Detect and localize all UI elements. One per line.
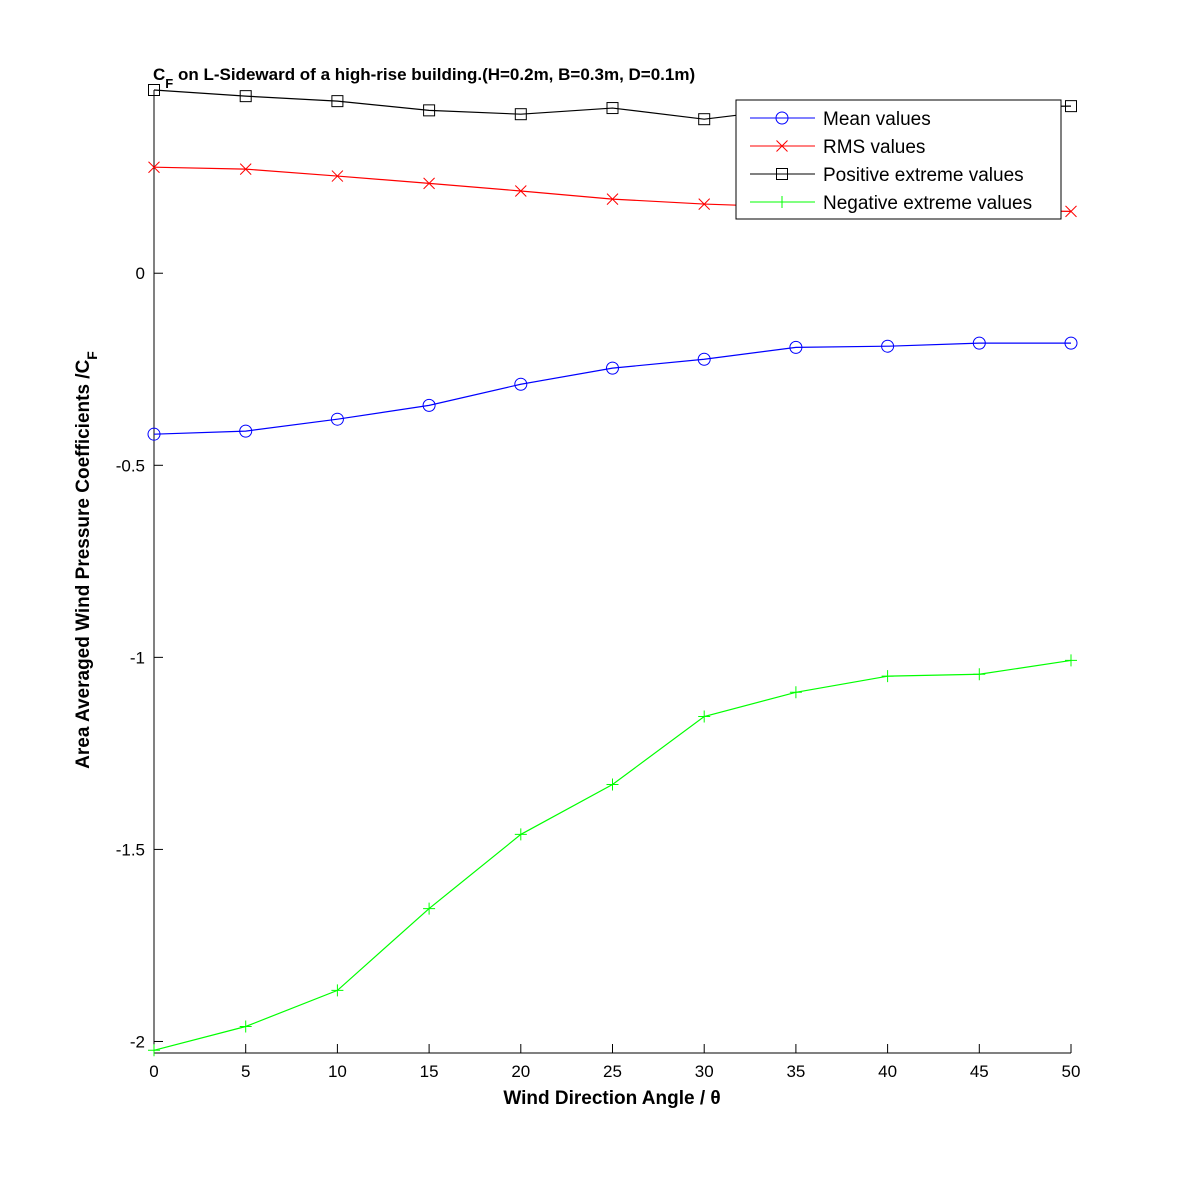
x-tick-label: 25 [603,1062,622,1081]
data-point [239,163,252,175]
x-tick-label: 40 [878,1062,897,1081]
data-point [331,170,344,182]
y-tick-label: -0.5 [116,456,145,475]
legend-label: RMS values [823,137,925,158]
data-point [973,668,986,681]
data-point [972,336,986,350]
data-point [697,352,711,366]
data-point [330,412,344,426]
legend-marker [776,140,788,152]
x-tick-label: 30 [695,1062,714,1081]
x-tick-label: 0 [149,1062,158,1081]
data-point [148,1044,160,1057]
data-point [239,90,252,103]
data-point [789,686,802,699]
x-tick-label: 5 [241,1062,250,1081]
data-point [331,984,344,997]
y-tick-label: 0 [136,264,145,283]
data-point [698,198,711,210]
legend-marker [776,196,788,208]
data-point [331,95,344,108]
data-point [514,108,527,121]
data-point [148,84,160,96]
data-point [606,778,619,791]
data-point [1064,336,1078,350]
legend-box [735,99,1062,220]
x-tick-label: 15 [420,1062,439,1081]
data-point [1065,205,1077,218]
x-tick-label: 20 [511,1062,530,1081]
series-line [153,659,1072,1051]
x-tick-label: 50 [1062,1062,1081,1081]
data-point [698,710,711,723]
x-tick-label: 10 [328,1062,347,1081]
data-point [239,424,253,438]
data-point [148,161,160,174]
chart-title: CF on L-Sideward of a high-rise building… [153,65,695,91]
x-tick-label: 35 [786,1062,805,1081]
series-line [153,342,1071,435]
legend: Mean values RMS values Positive extreme va… [735,99,1062,220]
y-tick-label: -1.5 [116,840,145,859]
data-point [423,104,436,117]
data-point [1065,654,1077,667]
legend-label: Positive extreme values [823,165,1024,186]
data-point [423,177,435,190]
data-point [606,193,619,205]
data-point [606,102,619,115]
legend-label: Negative extreme values [823,193,1032,214]
series-negative-extreme-values [148,654,1077,1057]
data-point [514,828,527,841]
data-point [147,427,161,441]
data-point [698,113,711,126]
x-axis-label: Wind Direction Angle / θ [503,1088,720,1109]
x-tick-label: 45 [970,1062,989,1081]
legend-marker [775,111,789,125]
data-point [1065,100,1077,113]
data-point [881,670,894,683]
data-point [514,185,527,197]
data-point [422,398,436,412]
legend-label: Mean values [823,109,931,130]
series-mean-values [147,336,1078,441]
data-point [881,339,895,353]
y-axis-label: Area Averaged Wind Pressure Coefficients… [73,351,100,769]
data-point [239,1020,252,1033]
data-point [514,377,528,391]
data-point [606,361,619,375]
y-tick-label: -1 [130,648,145,667]
data-point [423,902,436,915]
legend-marker [776,168,788,180]
data-point [789,340,803,354]
y-tick-label: -2 [130,1032,145,1051]
